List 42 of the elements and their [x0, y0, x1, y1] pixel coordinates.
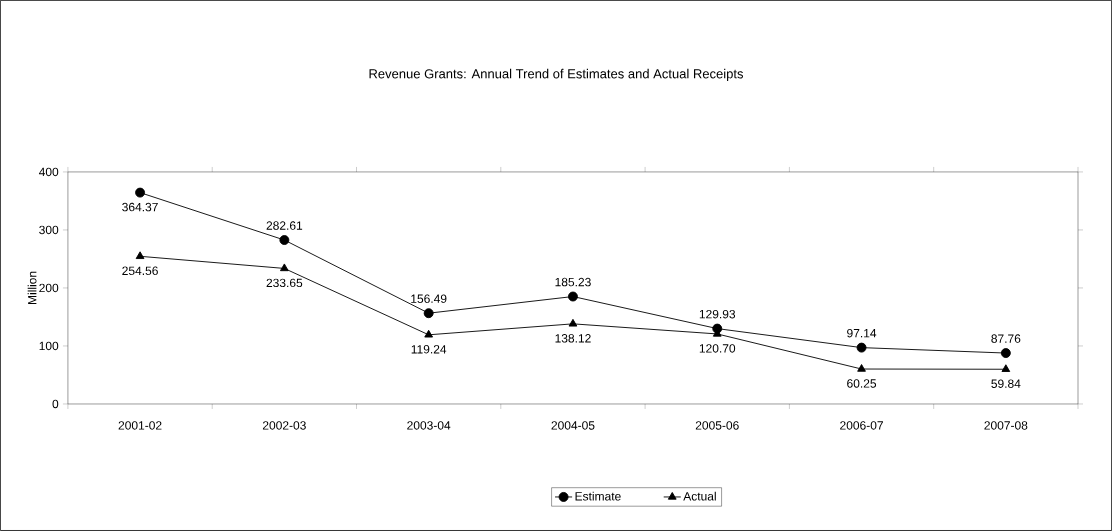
y-tick-label: 300: [39, 225, 59, 235]
x-tick-label: 2002-03: [262, 421, 306, 430]
data-label: 120.70: [699, 344, 736, 353]
data-label: 156.49: [411, 294, 447, 304]
point: [856, 342, 867, 353]
y-tick-label: 200: [39, 283, 59, 293]
chart-title: Revenue Grants: Annual Trend of Estimates and Actual Receipts: [369, 68, 744, 82]
point: [424, 329, 434, 338]
data-label: 129.93: [699, 309, 736, 319]
data-label: 364.37: [122, 202, 158, 212]
data-label: 282.61: [266, 221, 303, 230]
data-label: 97.14: [847, 328, 877, 338]
point: [280, 263, 289, 272]
x-tick-label: 2001-02: [118, 421, 162, 430]
data-label: 119.24: [411, 345, 447, 354]
legend-label: Actual: [683, 491, 716, 501]
data-label: 233.65: [266, 278, 303, 288]
data-label: 87.76: [991, 334, 1021, 343]
y-axis-title: Million: [27, 271, 37, 305]
x-tick-label: 2004-05: [551, 421, 595, 430]
point: [1001, 364, 1011, 372]
legend-label: Estimate: [575, 491, 621, 501]
y-tick-label: 0: [52, 399, 59, 409]
point: [1000, 348, 1011, 359]
data-label: 138.12: [555, 334, 591, 343]
point: [857, 364, 866, 372]
x-tick-label: 2005-06: [695, 421, 739, 430]
point: [135, 251, 145, 260]
x-tick-label: 2006-07: [840, 421, 883, 430]
x-tick-label: 2007-08: [984, 421, 1028, 430]
data-label: 60.25: [847, 379, 877, 388]
data-label: 254.56: [122, 266, 158, 276]
data-label: 185.23: [555, 277, 591, 287]
y-tick-label: 100: [39, 341, 59, 351]
x-tick-label: 2003-04: [407, 421, 451, 430]
point: [568, 318, 578, 327]
point: [423, 308, 434, 319]
y-tick-label: 400: [38, 167, 59, 177]
point: [279, 235, 290, 246]
data-label: 59.84: [991, 379, 1021, 388]
point: [135, 187, 146, 198]
point: [568, 291, 578, 302]
